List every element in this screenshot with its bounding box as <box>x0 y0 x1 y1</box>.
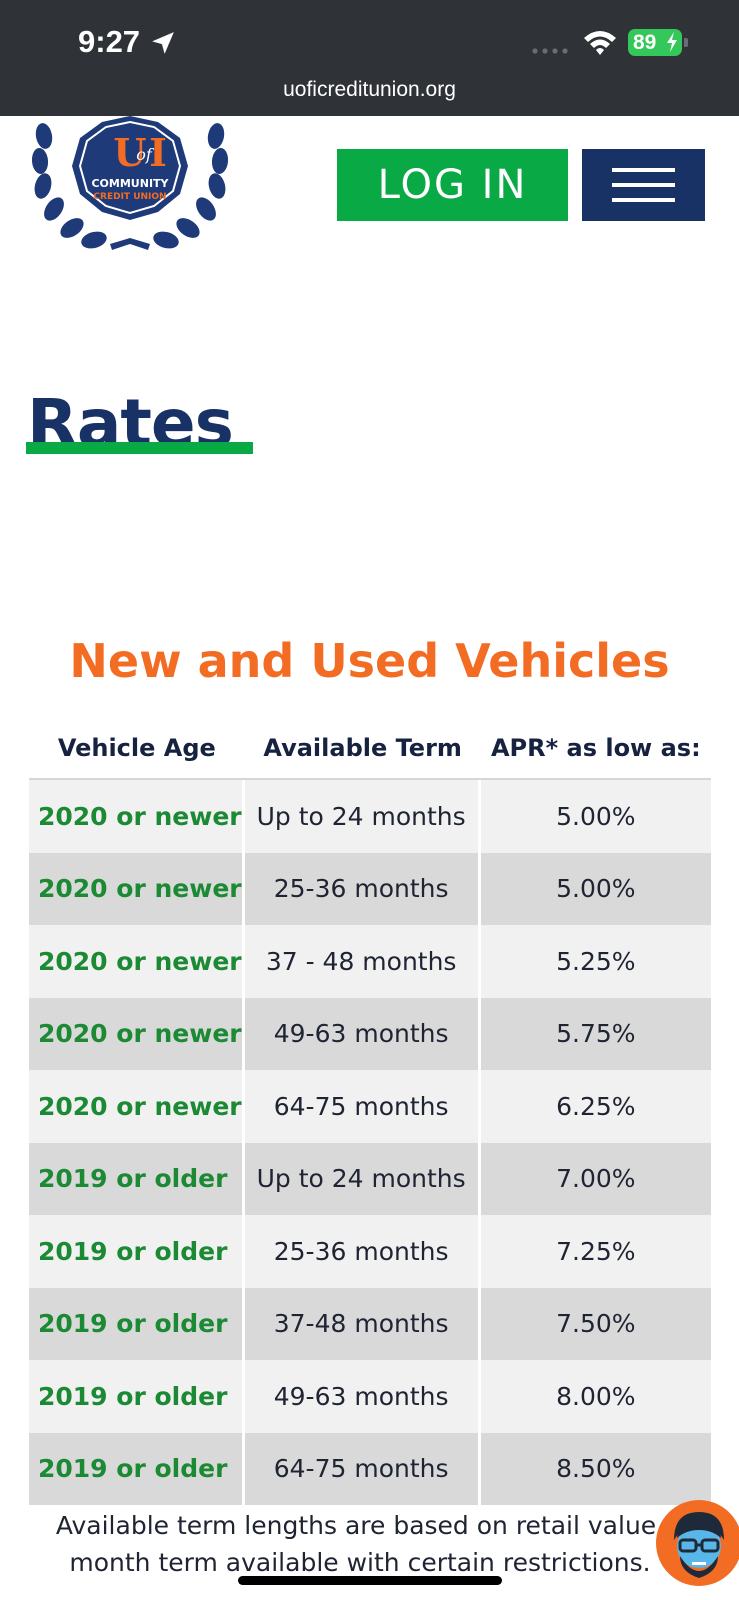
vehicle-age-cell: 2020 or newer <box>29 780 245 853</box>
apr-cell: 5.25% <box>480 925 711 998</box>
apr-cell: 8.50% <box>480 1432 711 1505</box>
svg-text:I: I <box>149 130 167 175</box>
vehicle-age-cell: 2020 or newer <box>29 925 245 998</box>
table-row: 2019 or older 25-36 months 7.25% <box>29 1215 711 1288</box>
apr-cell: 7.25% <box>480 1215 711 1288</box>
vehicle-age-cell: 2019 or older <box>29 1142 245 1215</box>
apr-cell: 8.00% <box>480 1360 711 1433</box>
svg-text:of: of <box>136 145 155 164</box>
apr-cell: 6.25% <box>480 1070 711 1143</box>
table-row: 2019 or older 49-63 months 8.00% <box>29 1360 711 1433</box>
footnote: Available term lengths are based on reta… <box>20 1507 700 1581</box>
term-cell: 37-48 months <box>244 1287 481 1360</box>
table-row: 2020 or newer 25-36 months 5.00% <box>29 852 711 925</box>
battery-charging-icon: 89 <box>628 29 682 56</box>
term-cell: Up to 24 months <box>244 780 481 853</box>
column-header-available-term: Available Term <box>244 718 481 780</box>
chat-avatar-icon <box>674 1512 724 1578</box>
table-row: 2020 or newer Up to 24 months 5.00% <box>29 780 711 853</box>
section-heading: New and Used Vehicles <box>69 634 670 688</box>
wifi-icon <box>584 31 616 55</box>
credit-union-logo[interactable]: U I of COMMUNITY CREDIT UNION <box>30 116 230 256</box>
title-underline <box>26 442 253 454</box>
term-cell: Up to 24 months <box>244 1142 481 1215</box>
svg-text:U: U <box>113 130 146 175</box>
hamburger-menu-button[interactable] <box>582 149 705 221</box>
svg-text:COMMUNITY: COMMUNITY <box>91 177 169 190</box>
status-bar: 9:27 89 uoficreditunion.org <box>0 0 739 116</box>
status-time: 9:27 <box>78 24 141 59</box>
location-arrow-icon <box>152 32 174 54</box>
term-cell: 25-36 months <box>244 852 481 925</box>
home-indicator[interactable] <box>238 1576 502 1585</box>
term-cell: 25-36 months <box>244 1215 481 1288</box>
hamburger-bar-bottom <box>612 198 675 202</box>
vehicle-age-cell: 2019 or older <box>29 1360 245 1433</box>
cell-signal-icon <box>532 48 568 54</box>
address-bar-url[interactable]: uoficreditunion.org <box>283 78 456 101</box>
table-row: 2019 or older 37-48 months 7.50% <box>29 1287 711 1360</box>
table-row: 2019 or older 64-75 months 8.50% <box>29 1432 711 1505</box>
footnote-line-2: month term available with certain restri… <box>69 1548 651 1577</box>
vehicle-age-cell: 2020 or newer <box>29 997 245 1070</box>
battery-cap <box>684 38 688 47</box>
table-row: 2020 or newer 64-75 months 6.25% <box>29 1070 711 1143</box>
vehicle-age-cell: 2020 or newer <box>29 1070 245 1143</box>
vehicle-age-cell: 2019 or older <box>29 1432 245 1505</box>
term-cell: 64-75 months <box>244 1432 481 1505</box>
table-header-row: Vehicle Age Available Term APR* as low a… <box>29 718 711 780</box>
vehicle-age-cell: 2020 or newer <box>29 852 245 925</box>
apr-cell: 5.00% <box>480 780 711 853</box>
vehicle-age-cell: 2019 or older <box>29 1215 245 1288</box>
vehicle-age-cell: 2019 or older <box>29 1287 245 1360</box>
login-button[interactable]: LOG IN <box>337 149 568 221</box>
term-cell: 37 - 48 months <box>244 925 481 998</box>
battery-level: 89 <box>633 31 657 54</box>
hamburger-bar-middle <box>612 183 675 187</box>
column-header-apr: APR* as low as: <box>480 718 711 780</box>
charging-bolt-icon <box>667 32 677 52</box>
term-cell: 64-75 months <box>244 1070 481 1143</box>
term-cell: 49-63 months <box>244 1360 481 1433</box>
footnote-line-1: Available term lengths are based on reta… <box>55 1511 665 1540</box>
table-row: 2020 or newer 49-63 months 5.75% <box>29 997 711 1070</box>
apr-cell: 5.00% <box>480 852 711 925</box>
chat-avatar-button[interactable] <box>656 1500 739 1586</box>
term-cell: 49-63 months <box>244 997 481 1070</box>
column-header-vehicle-age: Vehicle Age <box>29 718 245 780</box>
apr-cell: 7.50% <box>480 1287 711 1360</box>
table-row: 2020 or newer 37 - 48 months 5.25% <box>29 925 711 998</box>
apr-cell: 7.00% <box>480 1142 711 1215</box>
rates-table: Vehicle Age Available Term APR* as low a… <box>29 718 711 1505</box>
apr-cell: 5.75% <box>480 997 711 1070</box>
table-row: 2019 or older Up to 24 months 7.00% <box>29 1142 711 1215</box>
hamburger-menu-icon <box>612 168 675 172</box>
svg-text:CREDIT UNION: CREDIT UNION <box>93 192 166 202</box>
